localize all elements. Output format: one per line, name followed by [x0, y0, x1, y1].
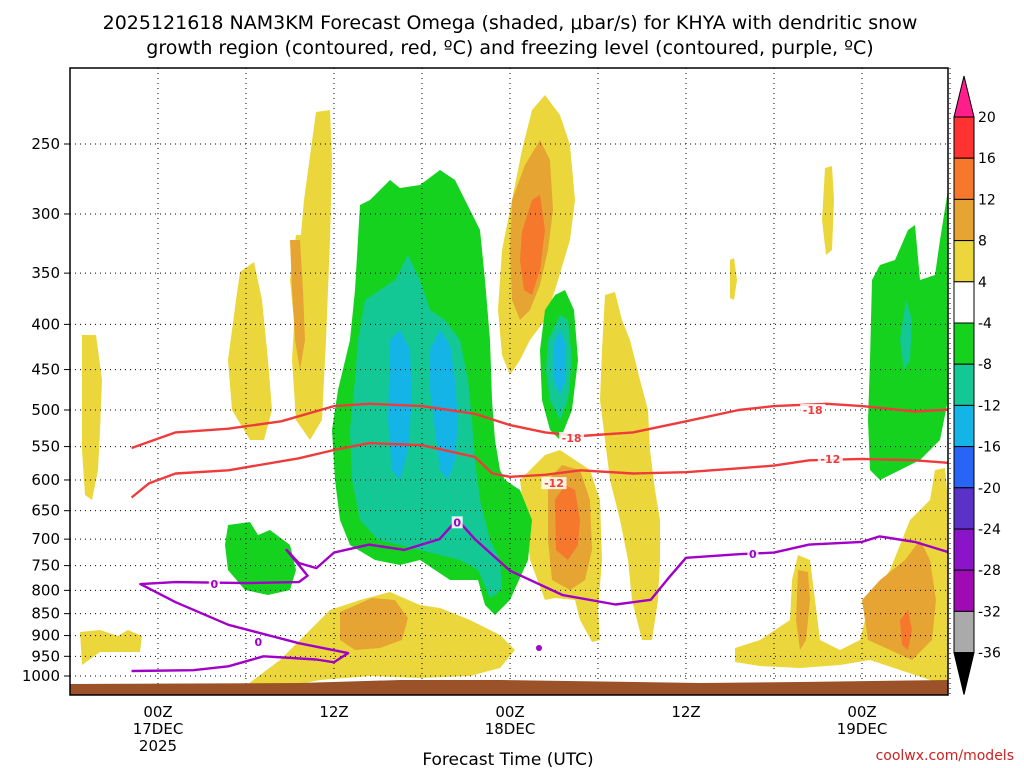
omega-positive-12 [520, 195, 912, 650]
x-axis-title: Forecast Time (UTC) [422, 750, 593, 768]
colorbar-segment [953, 281, 975, 324]
contour-label-bg [800, 404, 826, 416]
y-axis-ticks: 250 300 350 400 450 500 550 600 650 700 750 800 850 9… [22, 135, 70, 685]
colorbar-segment [953, 240, 975, 283]
colorbar-label: -8 [978, 357, 992, 373]
contour-label-bg [451, 516, 463, 529]
contour-label: -18 [562, 432, 582, 445]
x-tick-label: 17DEC [133, 720, 184, 738]
colorbar: 20 16 12 8 4 -4 -8 -12 -16 -20 -24 -28 -32 -36 [953, 75, 1001, 695]
x-tick-label: 12Z [319, 703, 348, 721]
colorbar-label: -24 [978, 522, 1001, 538]
x-tick-label: 19DEC [837, 720, 888, 738]
y-tick-label: 600 [31, 471, 60, 489]
y-tick-label: 500 [31, 401, 60, 419]
colorbar-label: -12 [978, 398, 1001, 414]
contour-label-bg [252, 635, 264, 648]
contour-label-bg [747, 548, 759, 561]
y-tick-label: 300 [31, 205, 60, 223]
contour-label: 0 [749, 548, 757, 561]
x-tick-label: 00Z [847, 703, 876, 721]
y-tick-label: 450 [31, 361, 60, 379]
x-tick-label: 18DEC [485, 720, 536, 738]
chart-title-line-1: 2025121618 NAM3KM Forecast Omega (shaded… [103, 12, 918, 34]
colorbar-segment [953, 198, 975, 242]
colorbar-segment [953, 363, 975, 406]
colorbar-label: 12 [978, 192, 996, 208]
colorbar-label: -36 [978, 646, 1001, 662]
colorbar-label: 4 [978, 275, 987, 291]
y-tick-label: 400 [31, 315, 60, 333]
colorbar-top-arrow [953, 75, 975, 118]
contour-label-bg [817, 452, 843, 465]
y-tick-label: 700 [31, 530, 60, 548]
colorbar-label: 20 [978, 110, 996, 126]
colorbar-label: 16 [978, 151, 996, 167]
colorbar-label: -32 [978, 604, 1001, 620]
colorbar-label: -4 [978, 316, 992, 332]
contour-label: -18 [803, 404, 823, 417]
contour-label: 0 [210, 578, 218, 591]
colorbar-segment [953, 404, 975, 448]
x-tick-label: 12Z [671, 703, 700, 721]
y-tick-label: 550 [31, 438, 60, 456]
colorbar-label: 8 [978, 234, 987, 250]
contour-label: 0 [254, 636, 262, 649]
contour-label-bg [559, 432, 585, 445]
contour-label: -12 [544, 477, 564, 490]
colorbar-label: -20 [978, 481, 1001, 497]
y-tick-label: 250 [31, 135, 60, 153]
colorbar-segment [953, 157, 975, 200]
y-tick-label: 900 [31, 627, 60, 645]
x-tick-label: 00Z [495, 703, 524, 721]
y-tick-label: 650 [31, 502, 60, 520]
omega-shading [80, 95, 948, 692]
colorbar-segment [953, 610, 975, 654]
colorbar-bottom-arrow [953, 652, 975, 695]
x-tick-label: 00Z [143, 703, 172, 721]
colorbar-segment [953, 487, 975, 530]
colorbar-segment [953, 446, 975, 489]
y-tick-label: 950 [31, 647, 60, 665]
contour-label-bg [541, 477, 567, 490]
contour-label: -12 [820, 453, 840, 466]
plot-frame [69, 67, 949, 696]
y-tick-label: 1000 [22, 667, 60, 685]
contour-line [131, 518, 948, 673]
y-tick-label: 800 [31, 581, 60, 599]
y-tick-label: 850 [31, 605, 60, 623]
colorbar-segment [953, 322, 975, 365]
terrain-surface [70, 680, 948, 695]
y-tick-label: 350 [31, 264, 60, 282]
x-tick-label: 2025 [139, 737, 177, 755]
contour-label: 0 [453, 516, 461, 529]
y-tick-label: 750 [31, 557, 60, 575]
colorbar-segment [953, 569, 975, 612]
colorbar-label: -16 [978, 440, 1001, 456]
credit-text: coolwx.com/models [876, 748, 1014, 764]
colorbar-segment [953, 528, 975, 571]
contours: -12 -12 -18 -18 0 0 0 0 [130, 402, 948, 673]
colorbar-segment [953, 116, 975, 159]
chart-title-line-2: growth region (contoured, red, ºC) and f… [146, 37, 873, 59]
contour-label-bg [208, 578, 220, 591]
colorbar-label: -28 [978, 563, 1001, 579]
